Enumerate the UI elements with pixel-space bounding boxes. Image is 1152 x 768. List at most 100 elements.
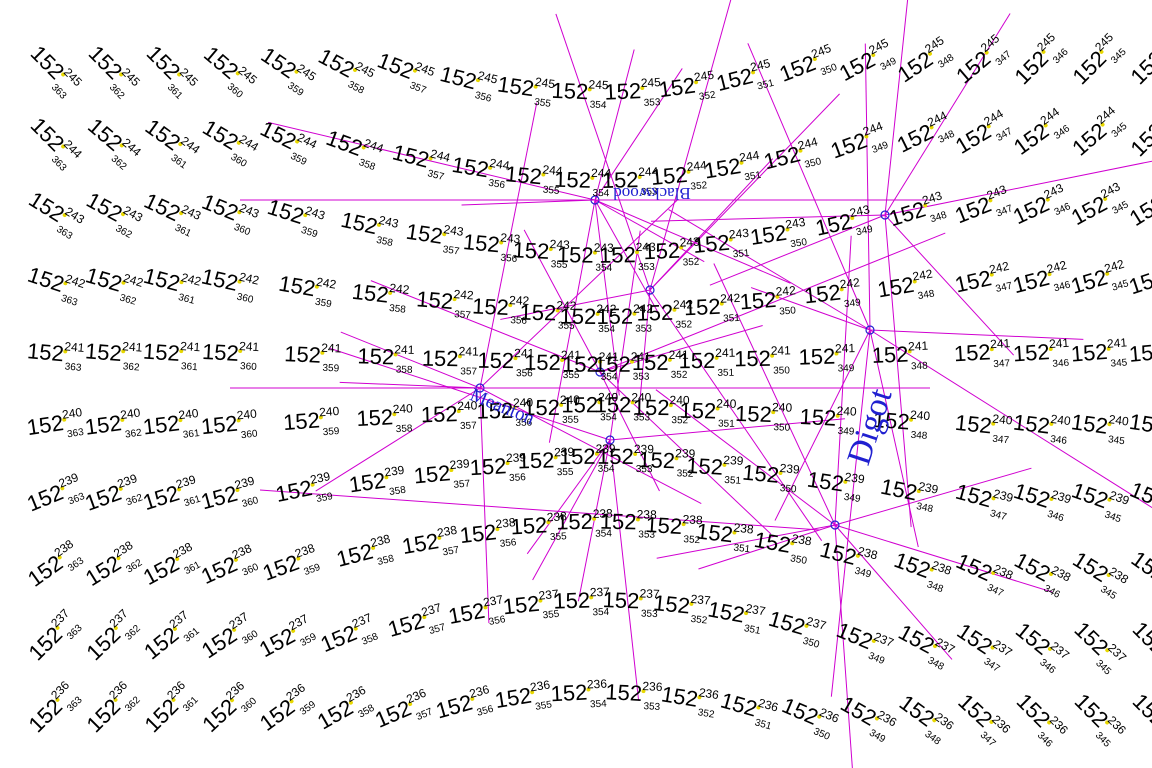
grid-prefix: 152 [282,407,320,435]
grid-easting: 355 [562,415,579,426]
grid-prefix: 152 [459,519,498,548]
grid-point [630,400,635,405]
grid-point [452,297,457,302]
grid-easting: 357 [442,244,461,257]
road-line [609,418,845,441]
grid-easting: 352 [697,707,716,721]
grid-label: 152245351 [714,56,776,96]
grid-prefix: 152 [201,339,239,366]
grid-northing: 244 [1150,102,1152,126]
grid-easting: 348 [917,288,936,302]
grid-northing: 237 [744,601,767,618]
junction-marker [865,325,875,335]
grid-label-text: 152240 358 [356,401,415,437]
grid-northing: 243 [679,235,700,250]
grid-northing: 237 [639,586,660,601]
grid-label: 152237 355 [502,587,561,622]
grid-point [991,496,996,501]
grid-point [310,482,315,487]
grid-easting: 356 [500,253,518,266]
grid-label: 152237356 [446,592,507,629]
grid-label: 152241 355 [524,348,581,381]
grid-label-text: 152241 359 [284,339,342,374]
grid-prefix: 152 [695,519,734,548]
grid-label: 152240 354 [561,390,618,423]
grid-point [843,479,848,484]
grid-northing: 241 [771,343,792,357]
grid-label: 152242 350 [739,283,797,317]
grid-point [55,625,60,630]
grid-point [990,645,995,650]
grid-label-text: 152242346 [1010,258,1074,304]
road-line [259,489,821,531]
grid-label-text: 152241 360 [201,337,260,373]
grid-label: 152241 358 [357,342,415,376]
grid-northing: 242 [453,287,474,302]
grid-label-text: 152241 348 [871,339,929,374]
grid-northing: 245 [809,41,833,61]
grid-label: 152242346 [1010,258,1074,304]
grid-prefix: 152 [692,230,731,258]
grid-label: 152241 352 [632,348,689,381]
grid-label: 152240 360 [200,406,259,441]
road-line [532,439,611,581]
grid-prefix: 152 [554,167,591,193]
grid-point [989,719,994,724]
grid-northing: 239 [595,442,615,456]
grid-label-text: 152236 353 [604,677,663,713]
grid-northing: 239 [174,472,198,491]
junction-marker [595,367,605,377]
grid-label-text: 152243 351 [692,226,752,264]
grid-northing: 239 [1108,488,1132,508]
road-line [329,347,611,441]
grid-label: 152242 356 [472,293,530,327]
grid-label: 152244 351 [702,148,762,184]
grid-northing: 241 [239,339,260,354]
grid-label-text: 152241 345 [1070,335,1129,372]
grid-point [719,301,724,306]
grid-northing: 240 [513,396,534,410]
grid-easting: 350 [773,422,790,434]
grid-label: 152241 350 [734,343,792,376]
grid-prefix: 152 [1012,339,1050,366]
grid-point [586,687,591,692]
grid-label: 152242 352 [636,297,693,330]
grid-label: 152237 354 [553,585,610,619]
grid-easting: 346 [1050,434,1068,447]
grid-easting: 356 [509,472,527,484]
grid-easting: 362 [124,427,142,440]
grid-easting: 348 [929,210,949,226]
grid-prefix: 152 [502,591,541,620]
road-line [599,371,660,492]
grid-label: 152236 354 [550,677,608,711]
grid-northing: 242 [596,302,616,316]
grid-label: 152241 359 [284,339,342,375]
grid-label-text: 152240 349 [799,402,858,438]
grid-easting: 354 [598,324,615,335]
grid-northing: 239 [554,445,575,460]
grid-label: 152238 357 [400,523,460,559]
road-line [774,329,871,521]
grid-easting: 352 [671,415,688,426]
grid-point [694,80,699,85]
grid-northing: 244 [861,119,885,139]
road-line [649,158,774,291]
grid-northing: 239 [309,469,332,487]
grid-label: 152241 360 [201,337,260,373]
grid-label: 152241344 [1128,339,1152,367]
grid-northing: 241 [122,339,143,355]
grid-prefix: 152 [476,398,513,424]
grid-northing: 241 [835,341,856,356]
grid-easting: 354 [590,699,608,711]
grid-point [771,410,776,415]
grid-northing: 239 [844,470,866,487]
grid-easting: 353 [638,262,655,273]
grid-easting: 353 [644,97,662,109]
grid-point [171,697,176,702]
grid-label-text: 152242 349 [803,275,863,314]
grid-label-text: 152240 347 [953,408,1013,447]
grid-easting: 355 [558,320,575,331]
grid-prefix: 152 [650,162,689,190]
road-line [267,121,596,201]
grid-point [839,287,844,292]
